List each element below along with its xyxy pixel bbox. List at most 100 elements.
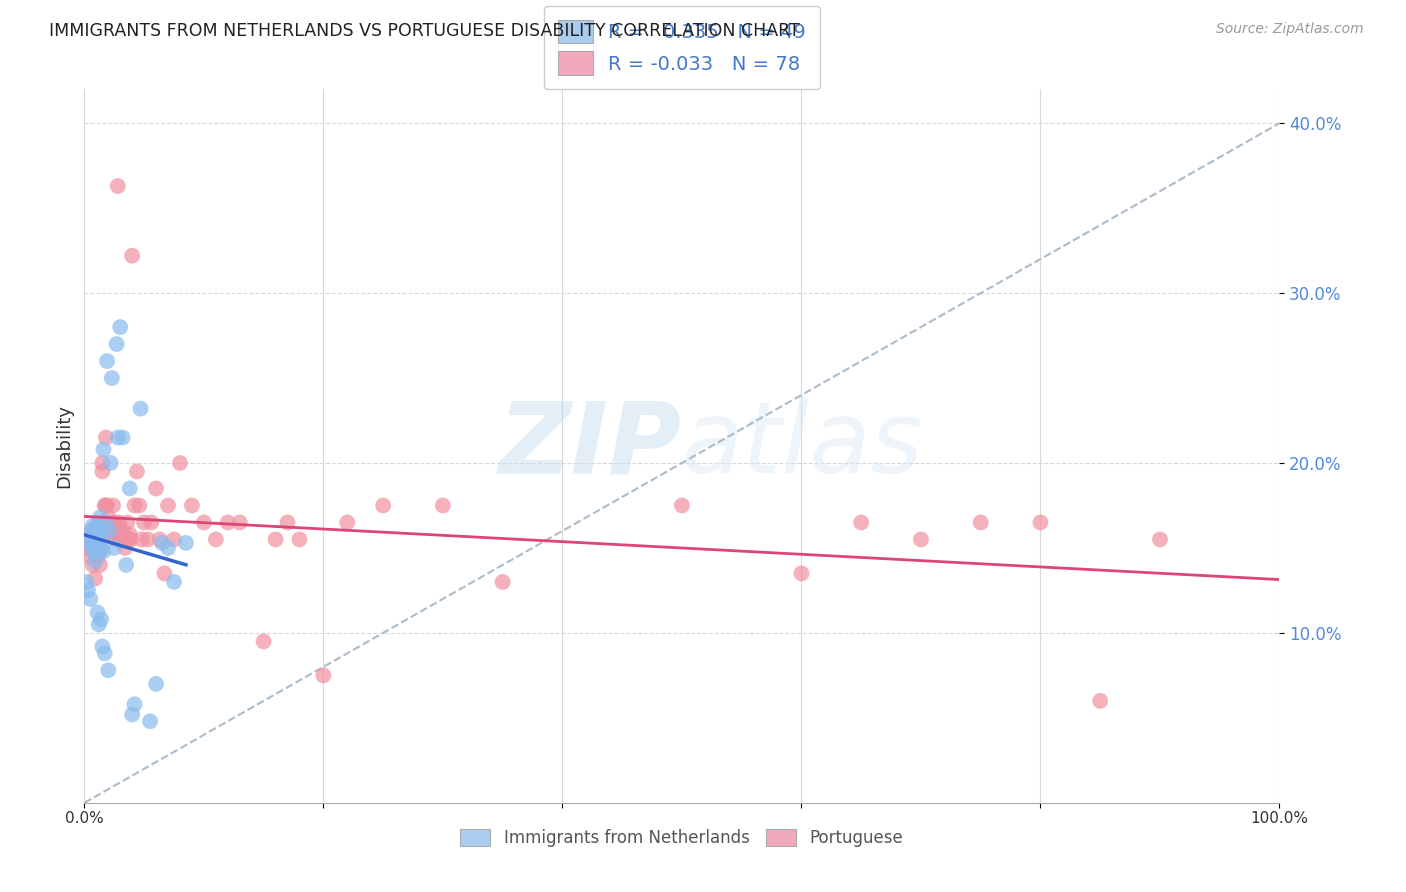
Point [83,527,105,541]
Point [93,544,115,558]
Point [100,456,122,470]
Point [150,536,173,550]
Legend: Immigrants from Netherlands, Portuguese: Immigrants from Netherlands, Portuguese [453,821,911,855]
Point [139,714,162,729]
Point [145,482,167,496]
Point [125,465,148,479]
Point [264,533,287,547]
Point [90,516,112,530]
Point [1029,516,1052,530]
Point [149,533,172,547]
Point [86,549,108,564]
Text: 100.0%: 100.0% [1250,812,1309,826]
Point [124,698,146,712]
Point [105,520,128,534]
Point [93,442,115,457]
Point [90,612,112,626]
Point [217,516,239,530]
Point [77,549,100,564]
Point [288,533,311,547]
Point [86,519,108,533]
Point [103,516,125,530]
Point [98,524,121,538]
Point [94,499,117,513]
Point [91,524,114,538]
Point [124,499,146,513]
Point [86,533,108,547]
Point [101,499,124,513]
Point [110,527,132,541]
Point [492,574,515,589]
Point [83,537,105,551]
Point [970,516,993,530]
Point [80,524,103,538]
Text: atlas: atlas [682,398,924,494]
Text: Source: ZipAtlas.com: Source: ZipAtlas.com [1216,22,1364,37]
Point [129,401,152,416]
Point [91,640,114,654]
Point [93,527,115,541]
Point [77,533,100,547]
Point [80,537,103,551]
Point [181,499,204,513]
Point [115,533,138,547]
Point [82,558,104,572]
Point [141,516,163,530]
Point [80,524,103,538]
Point [84,555,107,569]
Point [1149,533,1171,547]
Point [83,524,105,538]
Point [105,337,128,351]
Point [86,527,108,541]
Point [121,707,143,722]
Point [145,677,167,691]
Point [89,544,111,558]
Point [253,634,276,648]
Point [96,354,118,368]
Point [910,533,932,547]
Point [131,533,153,547]
Text: IMMIGRANTS FROM NETHERLANDS VS PORTUGUESE DISABILITY CORRELATION CHART: IMMIGRANTS FROM NETHERLANDS VS PORTUGUES… [49,22,800,40]
Point [229,516,252,530]
Point [87,617,110,632]
Point [108,516,131,530]
Point [87,524,110,538]
Point [86,606,108,620]
Point [163,574,186,589]
Point [84,572,107,586]
Point [100,524,122,538]
Point [84,524,107,538]
Point [118,527,141,541]
Point [86,544,108,558]
Point [128,499,150,513]
Point [90,541,112,555]
Point [89,527,111,541]
Point [82,519,104,533]
Point [110,320,132,334]
Point [79,533,101,547]
Point [79,591,101,606]
Point [103,541,125,555]
Point [193,516,215,530]
Point [86,524,108,538]
Point [120,533,142,547]
Point [163,533,186,547]
Point [101,371,124,385]
Point [118,482,141,496]
Point [107,430,129,444]
Point [101,520,124,534]
Point [84,524,107,538]
Point [111,430,134,444]
Point [136,533,159,547]
Point [851,516,873,530]
Point [110,533,132,547]
Point [93,646,115,660]
Point [114,541,136,555]
Point [82,544,104,558]
Point [91,456,114,470]
Point [132,516,156,530]
Point [104,533,127,547]
Point [94,516,117,530]
Point [112,533,135,547]
Point [111,524,134,538]
